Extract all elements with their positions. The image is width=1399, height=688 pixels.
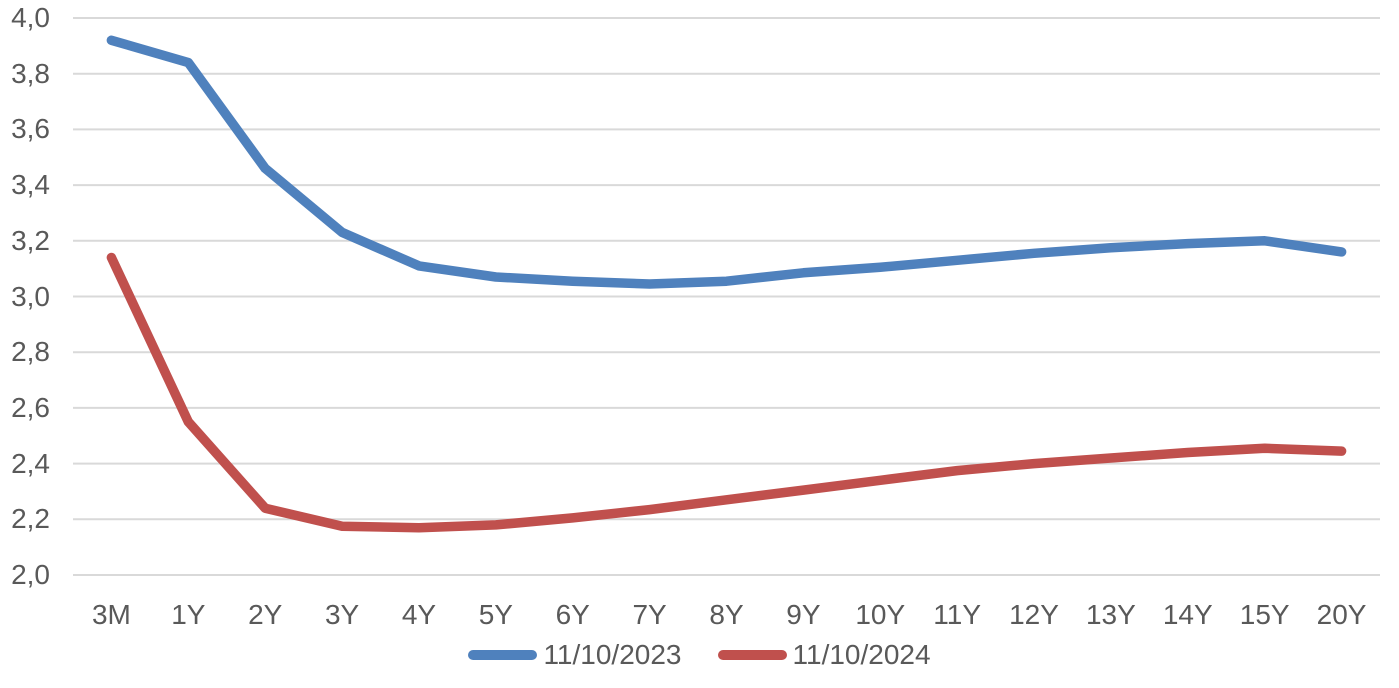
y-tick-label: 3,6	[11, 113, 50, 145]
y-tick-label: 2,2	[11, 503, 50, 535]
x-tick-label: 8Y	[709, 599, 744, 630]
legend-swatch-2024-icon	[717, 650, 787, 660]
y-tick-label: 3,8	[11, 57, 50, 89]
y-tick-label: 3,4	[11, 169, 50, 201]
x-tick-label: 3Y	[324, 599, 360, 630]
series-line-11-10-2024	[106, 252, 1347, 533]
x-tick-label: 20Y	[1316, 599, 1367, 630]
x-tick-label: 12Y	[1009, 599, 1059, 630]
legend-label-2023: 11/10/2023	[543, 639, 682, 670]
x-tick-label: 4Y	[401, 599, 437, 630]
y-tick-label: 2,8	[11, 336, 50, 368]
y-tick-label: 4,0	[11, 2, 50, 33]
series-line-11-10-2023	[106, 35, 1347, 289]
x-tick-label: 7Y	[632, 599, 667, 630]
legend-item-2024: 11/10/2024	[717, 638, 931, 672]
x-tick-label: 14Y	[1162, 599, 1213, 630]
y-tick-label: 3,0	[11, 280, 50, 312]
x-tick-label: 3M	[91, 599, 131, 630]
x-tick-label: 15Y	[1239, 599, 1290, 630]
x-tick-label: 10Y	[855, 599, 906, 630]
legend-swatch-2023-icon	[468, 650, 538, 660]
x-tick-label: 5Y	[478, 599, 513, 630]
x-tick-label: 9Y	[786, 599, 821, 630]
legend-label-2024: 11/10/2024	[792, 639, 931, 670]
y-tick-label: 2,4	[11, 447, 50, 479]
x-tick-label: 11Y	[933, 599, 982, 630]
x-tick-label: 2Y	[248, 599, 283, 630]
y-tick-label: 2,0	[11, 559, 50, 590]
x-tick-label: 1Y	[171, 599, 206, 630]
legend: 11/10/2023 11/10/2024	[0, 638, 1399, 672]
legend-item-2023: 11/10/2023	[468, 638, 682, 672]
x-tick-label: 6Y	[555, 599, 590, 630]
x-tick-label: 13Y	[1085, 599, 1136, 630]
y-tick-label: 3,2	[11, 224, 50, 256]
y-tick-label: 2,6	[11, 391, 50, 423]
